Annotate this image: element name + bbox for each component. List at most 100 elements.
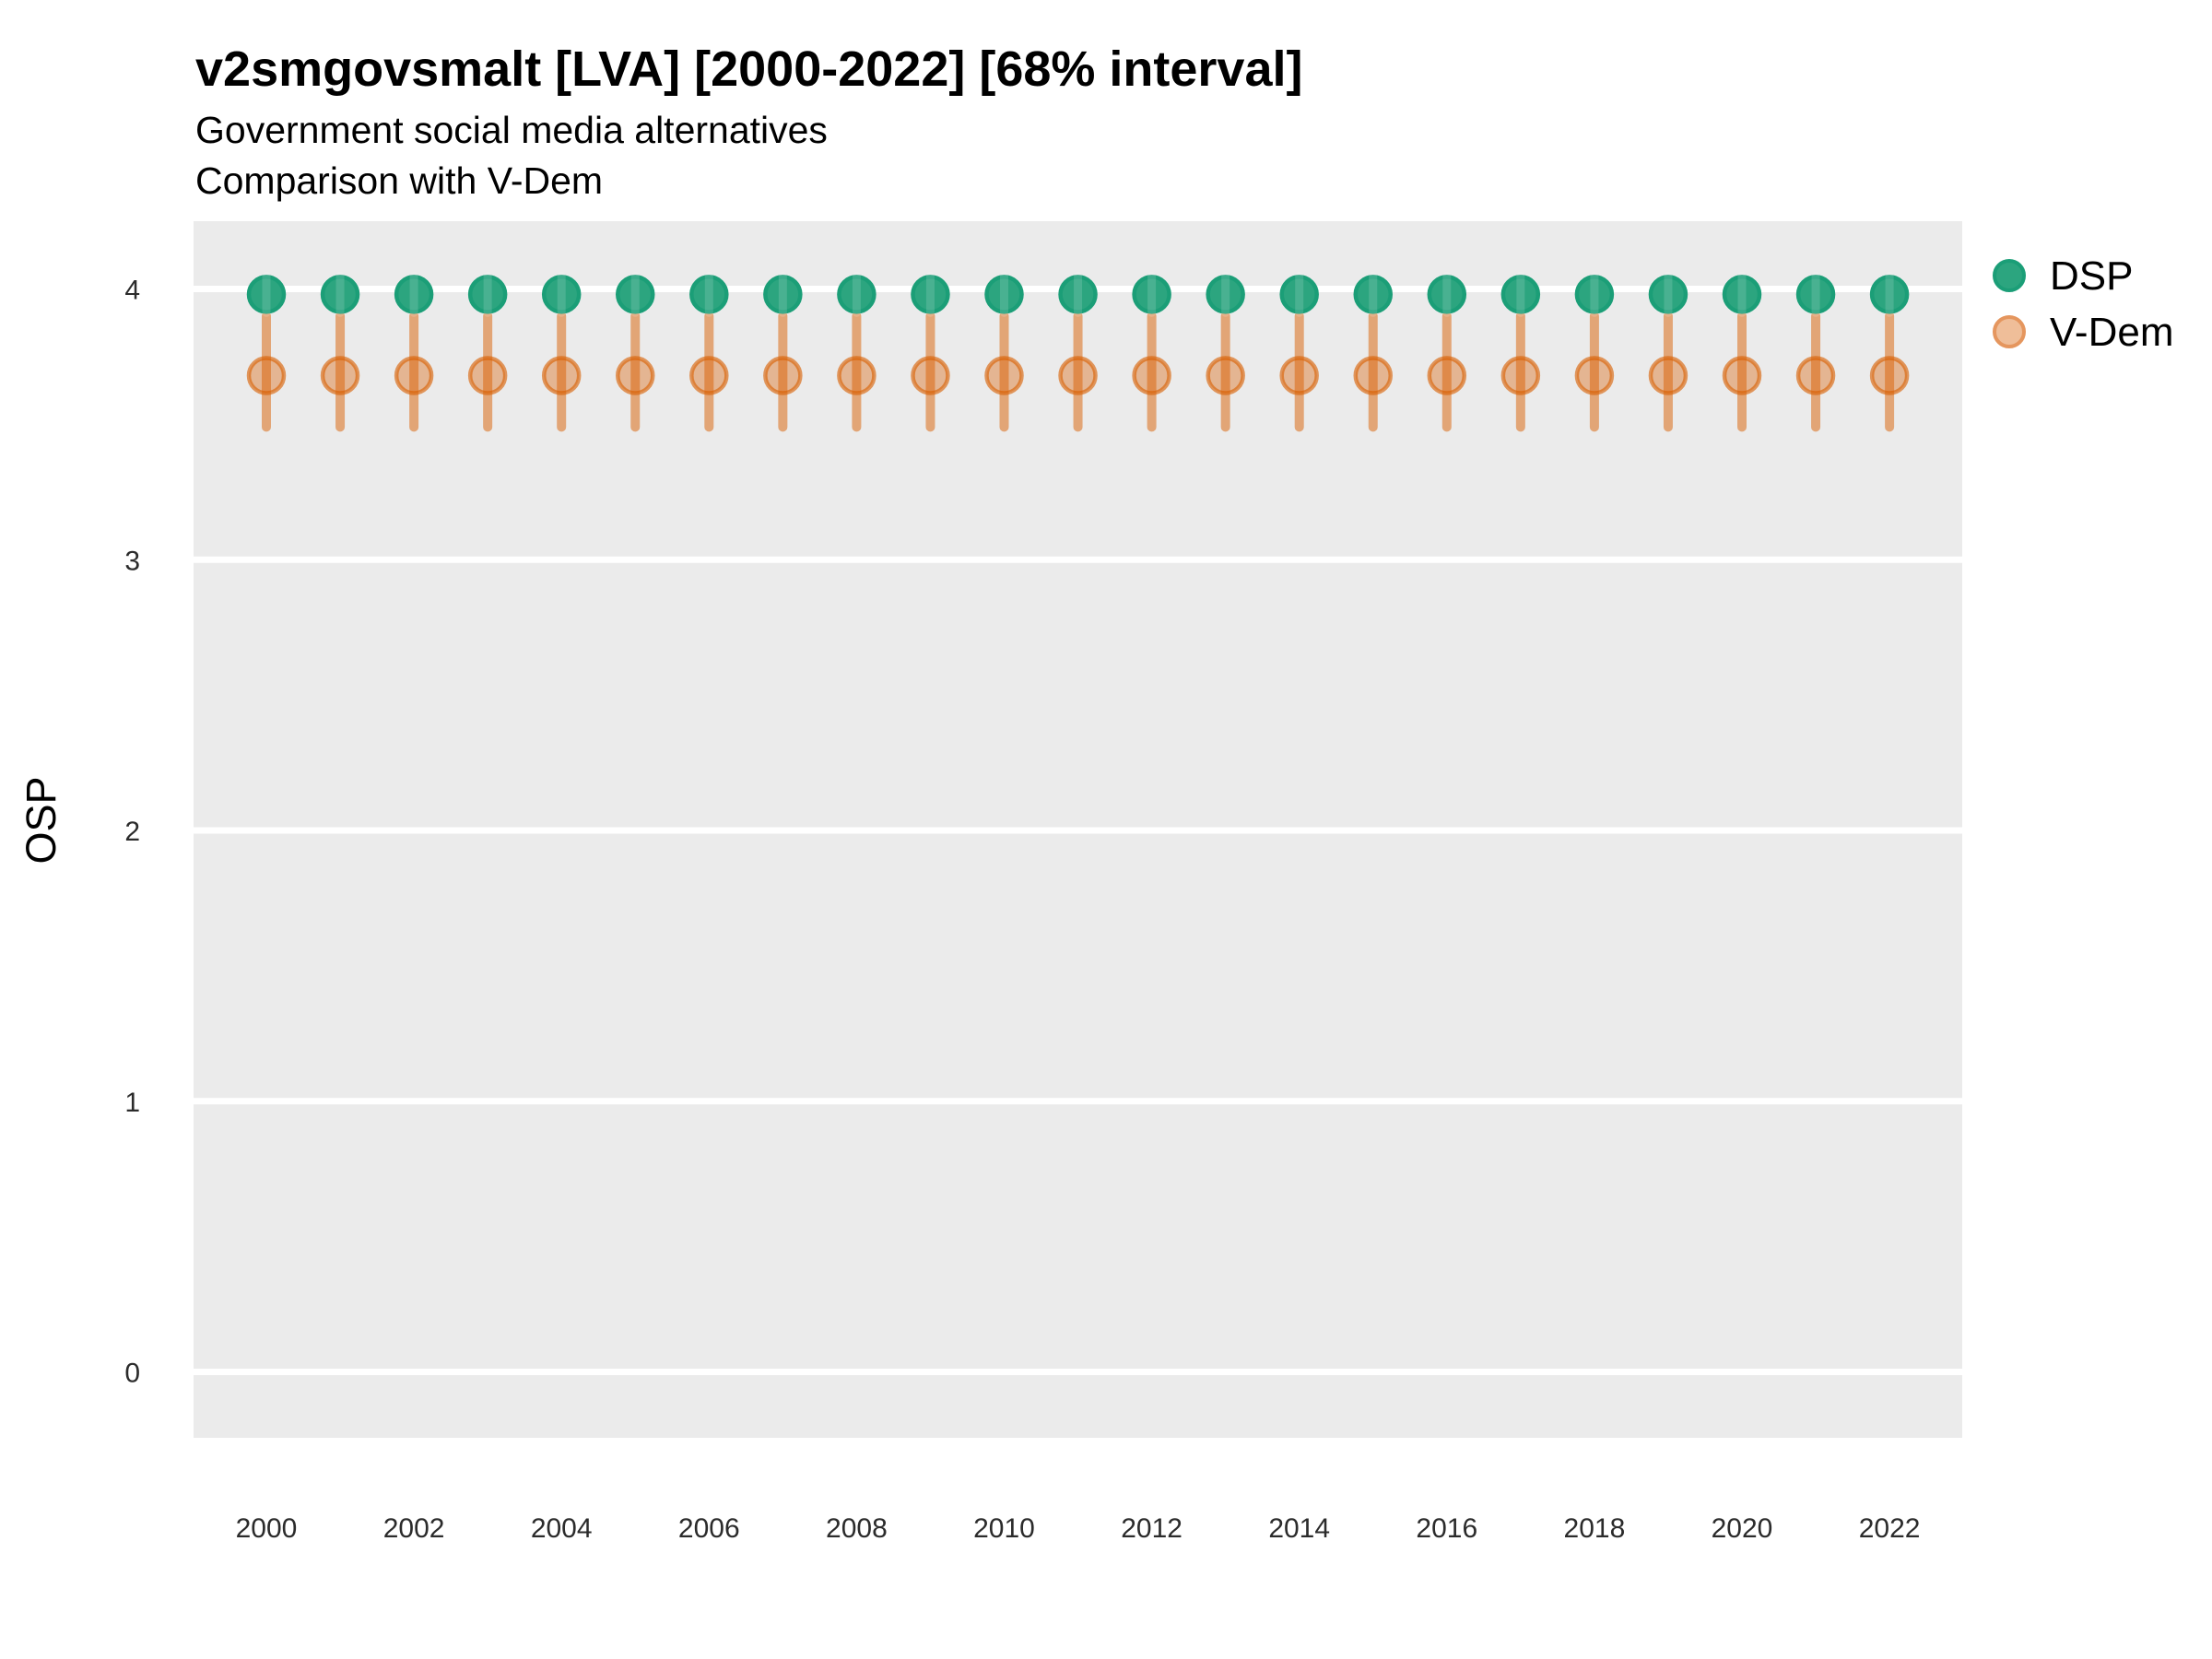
y-tick-label: 1 [124, 1088, 140, 1118]
legend-item-dsp: DSP [1993, 253, 2133, 299]
vdem-point [1279, 356, 1319, 395]
y-axis-title: OSP [18, 776, 65, 864]
vdem-point [1206, 356, 1245, 395]
dsp-point [911, 275, 950, 314]
year-2001-points [320, 271, 360, 432]
vdem-point [616, 356, 655, 395]
year-2010-points [984, 271, 1024, 432]
year-2004-points [541, 271, 582, 432]
x-tick-label: 2012 [1121, 1513, 1182, 1544]
dsp-point [246, 275, 287, 314]
dsp-point [837, 275, 877, 314]
year-2013-points [1206, 271, 1245, 432]
vdem-point [394, 356, 434, 395]
dsp-point [1206, 275, 1245, 314]
x-tick-label: 2008 [826, 1513, 888, 1544]
x-axis-tick-labels: 2000 2002 2004 2006 2008 2010 2012 2014 2016 2018… [236, 1513, 1921, 1544]
vdem-point [467, 356, 508, 395]
chart-title: v2smgovsmalt [LVA] [2000-2022] [68% inte… [195, 41, 1302, 97]
y-tick-label: 4 [124, 276, 140, 306]
y-axis-tick-labels: 0 1 2 3 4 [124, 276, 140, 1389]
x-tick-label: 2016 [1416, 1513, 1477, 1544]
data-points-group [246, 271, 1910, 432]
year-2003-points [467, 271, 508, 432]
legend-vdem-label: V-Dem [2050, 310, 2173, 355]
year-2009-points [911, 271, 950, 432]
year-2011-points [1058, 271, 1098, 432]
dsp-point [1869, 275, 1910, 314]
vdem-point [763, 356, 803, 395]
dsp-point [467, 275, 508, 314]
year-2000-points [246, 271, 287, 432]
year-2014-points [1279, 271, 1319, 432]
vdem-point [1500, 356, 1541, 395]
dsp-point [1722, 275, 1762, 314]
vdem-point [1648, 356, 1688, 395]
dsp-point [1132, 275, 1171, 314]
legend-dsp-label: DSP [2050, 253, 2133, 299]
vdem-point [246, 356, 287, 395]
x-tick-label: 2006 [678, 1513, 740, 1544]
y-tick-label: 2 [124, 817, 140, 847]
chart-subtitle-line2: Comparison with V-Dem [195, 159, 603, 202]
dsp-point [1500, 275, 1541, 314]
chart-subtitle-line1: Government social media alternatives [195, 109, 828, 151]
year-2017-points [1500, 271, 1541, 432]
x-tick-label: 2010 [973, 1513, 1035, 1544]
vdem-point [1058, 356, 1098, 395]
vdem-point [1353, 356, 1393, 395]
dsp-point [394, 275, 434, 314]
year-2006-points [689, 271, 729, 432]
year-2002-points [394, 271, 434, 432]
year-2019-points [1648, 271, 1688, 432]
vdem-point [1574, 356, 1615, 395]
dsp-point [763, 275, 803, 314]
year-2015-points [1353, 271, 1393, 432]
x-tick-label: 2004 [531, 1513, 593, 1544]
x-tick-label: 2014 [1268, 1513, 1330, 1544]
legend-item-vdem: V-Dem [1993, 310, 2173, 355]
year-2008-points [837, 271, 877, 432]
legend-vdem-marker-icon [1993, 315, 2026, 348]
dsp-point [1648, 275, 1688, 314]
dsp-point [320, 275, 360, 314]
year-2007-points [763, 271, 803, 432]
x-tick-label: 2000 [236, 1513, 298, 1544]
legend-dsp-marker-icon [1993, 259, 2026, 292]
year-2018-points [1574, 271, 1615, 432]
dsp-point [1279, 275, 1319, 314]
vdem-point [1722, 356, 1762, 395]
y-tick-label: 0 [124, 1359, 140, 1389]
x-tick-label: 2002 [383, 1513, 445, 1544]
year-2005-points [616, 271, 655, 432]
dsp-point [1058, 275, 1098, 314]
vdem-point [1869, 356, 1910, 395]
x-tick-label: 2018 [1564, 1513, 1626, 1544]
dsp-point [541, 275, 582, 314]
dsp-point [1427, 275, 1467, 314]
dsp-point [984, 275, 1024, 314]
year-2012-points [1132, 271, 1171, 432]
vdem-point [689, 356, 729, 395]
vdem-point [541, 356, 582, 395]
gridlines-group [194, 286, 1962, 1375]
vdem-point [837, 356, 877, 395]
vdem-point [911, 356, 950, 395]
x-tick-label: 2022 [1859, 1513, 1921, 1544]
vdem-point [984, 356, 1024, 395]
dsp-point [1353, 275, 1393, 314]
dsp-point [689, 275, 729, 314]
year-2021-points [1795, 271, 1836, 432]
year-2016-points [1427, 271, 1467, 432]
dsp-point [1795, 275, 1836, 314]
vdem-point [1427, 356, 1467, 395]
legend: DSP V-Dem [1993, 253, 2173, 355]
dsp-point [616, 275, 655, 314]
year-2022-points [1869, 271, 1910, 432]
year-2020-points [1722, 271, 1762, 432]
vdem-point [1795, 356, 1836, 395]
y-tick-label: 3 [124, 546, 140, 576]
vdem-point [320, 356, 360, 395]
